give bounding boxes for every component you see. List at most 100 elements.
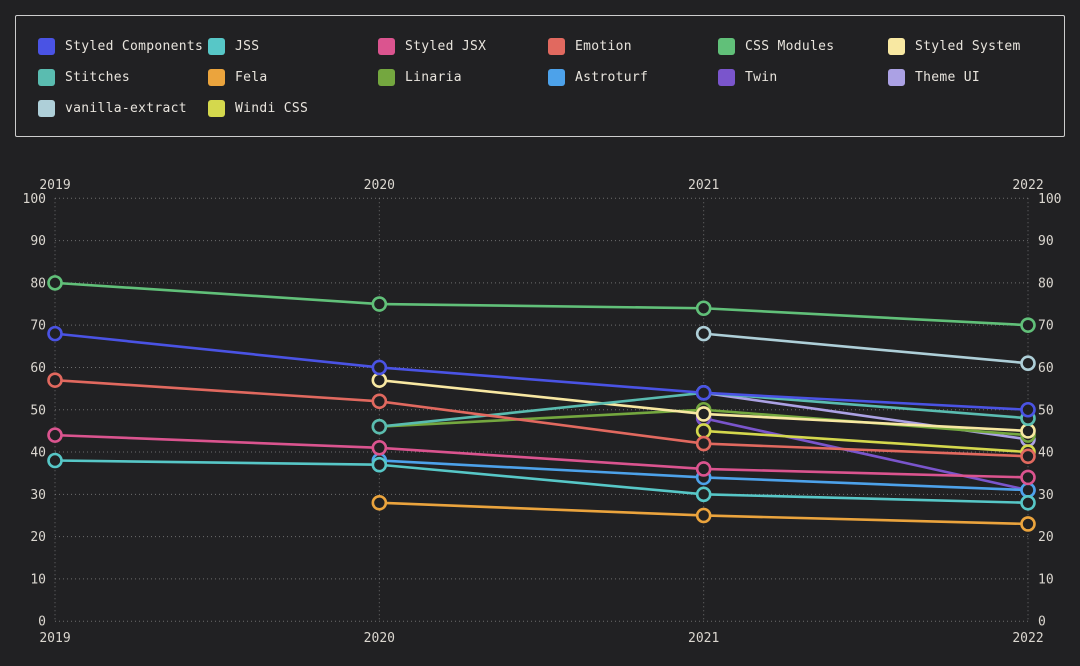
data-point-emotion-2020[interactable] <box>371 393 388 410</box>
y-axis-label-right-70: 70 <box>1038 319 1054 334</box>
series-line-jss <box>53 459 1030 505</box>
data-point-fela-2021[interactable] <box>695 507 712 524</box>
y-axis-label-right-20: 20 <box>1038 530 1054 545</box>
chart-legend: Styled Components JSS Styled JSX Emotion CSS… <box>15 15 1065 137</box>
data-point-styled-components-2020[interactable] <box>371 359 388 376</box>
legend-swatch-icon <box>718 37 735 55</box>
data-point-styled-system-2020[interactable] <box>371 372 388 388</box>
legend-item-emotion[interactable]: Emotion <box>548 37 714 55</box>
legend-swatch-icon <box>38 99 55 117</box>
data-point-css-modules-2021[interactable] <box>695 300 712 317</box>
y-axis-label-left-10: 10 <box>30 572 46 587</box>
x-axis-label-bottom-2022: 2022 <box>1012 631 1043 646</box>
legend-item-twin[interactable]: Twin <box>718 68 884 86</box>
series-line-windi-css <box>702 429 1030 454</box>
legend-swatch-icon <box>718 68 735 86</box>
data-point-styled-jsx-2020[interactable] <box>371 440 388 456</box>
y-axis-label-right-0: 0 <box>1038 615 1046 630</box>
data-point-styled-system-2022[interactable] <box>1020 423 1036 439</box>
legend-item-stitches[interactable]: Stitches <box>38 68 204 86</box>
legend-label: Styled JSX <box>405 38 487 54</box>
data-point-vanilla-extract-2022[interactable] <box>1020 355 1036 372</box>
legend-swatch-icon <box>208 68 225 86</box>
x-axis-label-bottom-2020: 2020 <box>364 631 395 646</box>
legend-label: Styled Components <box>65 38 204 54</box>
legend-swatch-icon <box>888 37 905 55</box>
data-point-emotion-2019[interactable] <box>47 372 63 388</box>
legend-swatch-icon <box>888 68 905 86</box>
data-point-jss-2021[interactable] <box>695 486 712 503</box>
data-point-css-modules-2019[interactable] <box>47 275 63 291</box>
legend-item-styled-system[interactable]: Styled System <box>888 37 1054 55</box>
series-line-styled-components <box>53 332 1030 412</box>
data-point-styled-jsx-2021[interactable] <box>695 461 712 477</box>
legend-label: Stitches <box>65 69 131 85</box>
y-axis-label-right-10: 10 <box>1038 572 1054 587</box>
legend-label: vanilla-extract <box>65 100 187 116</box>
legend-item-styled-jsx[interactable]: Styled JSX <box>378 37 544 55</box>
legend-swatch-icon <box>208 99 225 117</box>
data-point-styled-jsx-2022[interactable] <box>1020 469 1036 486</box>
y-axis-label-right-100: 100 <box>1038 192 1061 207</box>
legend-swatch-icon <box>38 68 55 86</box>
y-axis-label-left-80: 80 <box>30 276 46 291</box>
legend-item-jss[interactable]: JSS <box>208 37 374 55</box>
y-axis-label-left-30: 30 <box>30 488 46 503</box>
y-axis-label-left-0: 0 <box>38 615 46 630</box>
legend-item-astroturf[interactable]: Astroturf <box>548 68 714 86</box>
legend-item-theme-ui[interactable]: Theme UI <box>888 68 1054 86</box>
x-axis-label-top-2021: 2021 <box>688 178 719 193</box>
data-point-styled-components-2019[interactable] <box>47 325 63 342</box>
legend-item-vanilla-extract[interactable]: vanilla-extract <box>38 99 204 117</box>
data-point-vanilla-extract-2021[interactable] <box>695 325 712 342</box>
legend-label: Linaria <box>405 69 462 85</box>
legend-label: Styled System <box>915 38 1021 54</box>
series-line-vanilla-extract <box>702 332 1030 365</box>
data-point-styled-components-2021[interactable] <box>695 385 712 401</box>
x-axis-label-bottom-2019: 2019 <box>39 631 70 646</box>
series-line-css-modules <box>53 281 1030 327</box>
data-point-stitches-2020[interactable] <box>371 418 388 435</box>
x-axis-label-bottom-2021: 2021 <box>688 631 719 646</box>
data-point-fela-2022[interactable] <box>1020 516 1036 532</box>
y-axis-label-left-70: 70 <box>30 319 46 334</box>
data-point-fela-2020[interactable] <box>371 494 388 511</box>
x-axis-label-top-2022: 2022 <box>1012 178 1043 193</box>
legend-item-css-modules[interactable]: CSS Modules <box>718 37 884 55</box>
series-line-twin <box>702 416 1030 492</box>
y-axis-label-left-50: 50 <box>30 403 46 418</box>
legend-swatch-icon <box>378 68 395 86</box>
legend-item-styled-components[interactable]: Styled Components <box>38 37 204 55</box>
trend-line-chart: 0 0 10 10 20 20 30 30 40 40 50 50 60 60 70 70 80 80 90 90 10… <box>0 160 1080 662</box>
data-point-windi-css-2021[interactable] <box>695 423 712 439</box>
data-point-styled-jsx-2019[interactable] <box>47 427 63 443</box>
legend-label: Astroturf <box>575 69 649 85</box>
data-point-styled-components-2022[interactable] <box>1020 401 1036 418</box>
legend-item-linaria[interactable]: Linaria <box>378 68 544 86</box>
y-axis-label-left-100: 100 <box>23 192 46 207</box>
y-axis-label-left-60: 60 <box>30 361 46 376</box>
data-point-jss-2020[interactable] <box>371 456 388 473</box>
legend-label: Emotion <box>575 38 632 54</box>
y-axis-label-left-40: 40 <box>30 446 46 461</box>
data-point-astroturf-2022[interactable] <box>1020 482 1036 498</box>
y-axis-label-left-20: 20 <box>30 530 46 545</box>
series-line-emotion <box>53 378 1030 458</box>
legend-item-fela[interactable]: Fela <box>208 68 374 86</box>
data-point-emotion-2021[interactable] <box>695 435 712 452</box>
data-point-styled-system-2021[interactable] <box>695 406 712 422</box>
data-point-css-modules-2022[interactable] <box>1020 317 1036 333</box>
y-axis-label-right-90: 90 <box>1038 234 1054 249</box>
y-axis-label-right-40: 40 <box>1038 446 1054 461</box>
legend-swatch-icon <box>38 37 55 55</box>
legend-label: JSS <box>235 38 260 54</box>
legend-item-windi-css[interactable]: Windi CSS <box>208 99 374 117</box>
data-point-jss-2022[interactable] <box>1020 494 1036 511</box>
legend-label: Fela <box>235 69 268 85</box>
data-point-emotion-2022[interactable] <box>1020 448 1036 465</box>
legend-swatch-icon <box>548 37 565 55</box>
data-point-jss-2019[interactable] <box>47 452 63 469</box>
data-point-css-modules-2020[interactable] <box>371 296 388 312</box>
series-line-styled-jsx <box>53 433 1030 479</box>
